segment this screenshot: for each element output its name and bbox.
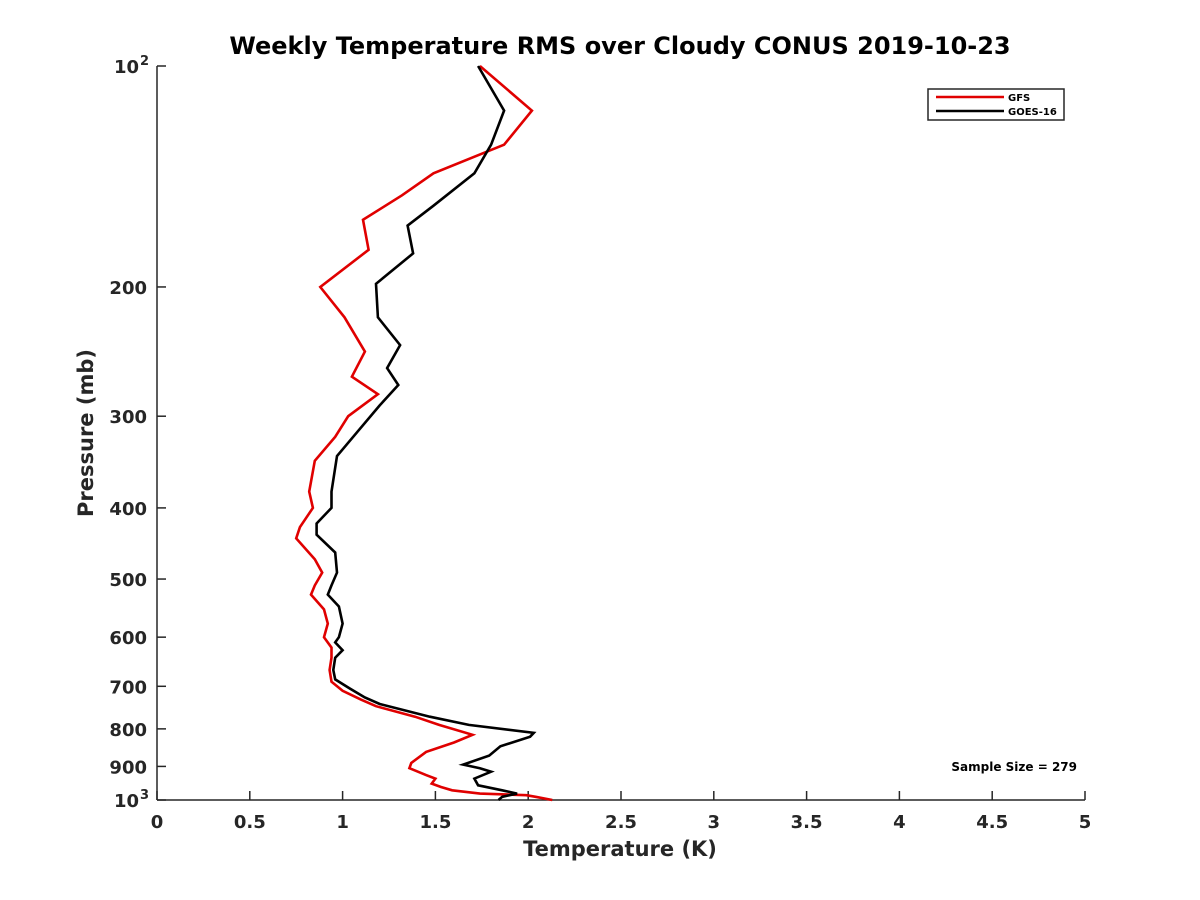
plot-area	[156, 66, 1085, 801]
y-tick-exponent: 2	[140, 54, 149, 69]
y-tick-label: 600	[109, 628, 147, 649]
y-axis-label: Pressure (mb)	[74, 349, 98, 517]
x-tick-label: 0.5	[234, 812, 266, 833]
x-tick-label: 5	[1079, 812, 1092, 833]
x-tick-label: 1	[336, 812, 349, 833]
series-line-goes-16	[315, 65, 537, 801]
series-layer	[294, 65, 553, 802]
x-tick-label: 1.5	[419, 812, 451, 833]
y-tick-label: 10	[114, 57, 139, 78]
x-tick-label: 4.5	[976, 812, 1008, 833]
y-tick-label: 800	[109, 720, 147, 741]
legend-label: GOES-16	[1008, 107, 1057, 118]
series-line-gfs	[294, 65, 553, 802]
sample-size-annotation: Sample Size = 279	[951, 760, 1077, 774]
x-tick-label: 2.5	[605, 812, 637, 833]
x-tick-label: 3	[708, 812, 721, 833]
x-tick-label: 4	[893, 812, 906, 833]
y-tick-label: 400	[109, 499, 147, 520]
legend-label: GFS	[1008, 93, 1030, 104]
y-tick-label: 300	[109, 407, 147, 428]
legend: GFS GOES-16	[927, 88, 1065, 121]
x-tick-label: 2	[522, 812, 535, 833]
y-tick-label: 500	[109, 570, 147, 591]
x-axis-label: Temperature (K)	[523, 837, 717, 861]
x-tick-label: 3.5	[791, 812, 823, 833]
x-tick-label: 0	[151, 812, 164, 833]
y-tick-exponent: 3	[140, 788, 149, 803]
y-tick-label: 10	[114, 791, 139, 812]
y-tick-label: 900	[109, 757, 147, 778]
y-tick-label: 700	[109, 677, 147, 698]
x-axis: 0 0.5 1 1.5 2 2.5 3 3.5 4 4.5 5	[151, 791, 1092, 833]
y-tick-label: 200	[109, 278, 147, 299]
legend-box	[927, 88, 1065, 121]
chart-title: Weekly Temperature RMS over Cloudy CONUS…	[229, 32, 1010, 60]
